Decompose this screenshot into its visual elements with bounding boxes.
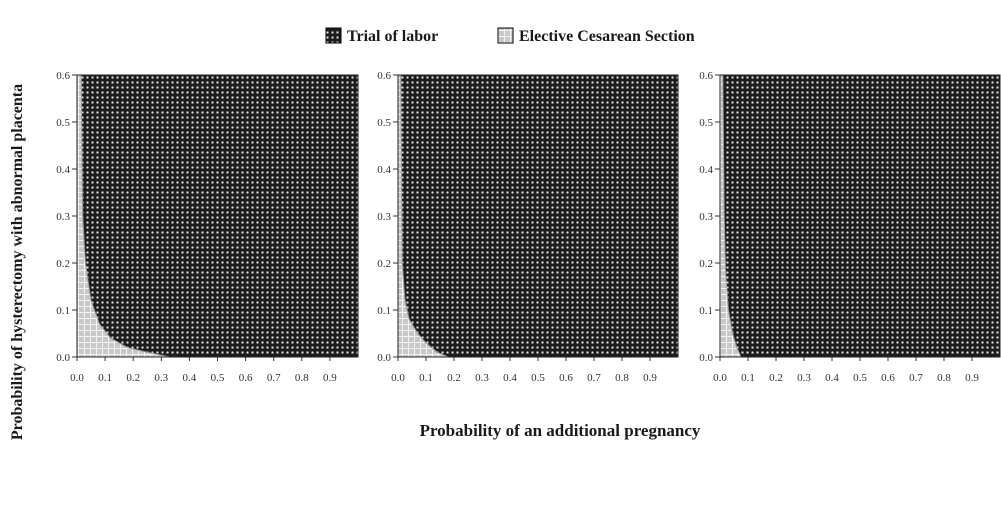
x-tick-label: 0.2: [447, 372, 461, 384]
x-tick-label: 0.7: [267, 372, 281, 384]
x-tick-label: 0.3: [154, 372, 168, 384]
y-axis-title: Probability of hysterectomy with abnorma…: [9, 84, 26, 440]
chart-panel-2: 0.0 0.1 0.2 0.3 0.4 0.5 0.6 0.0 0.1 0.2 0.3 0.4 0.5 0…: [377, 70, 679, 384]
legend-label-trial-of-labor: Trial of labor: [347, 28, 438, 45]
chart-panel-3: 0.0 0.1 0.2 0.3 0.4 0.5 0.6 0.0 0.1 0.2 0.3 0.4 0.5 0…: [699, 70, 1001, 384]
y-tick-label: 0.1: [56, 305, 70, 317]
legend-item-trial-of-labor: Trial of labor: [325, 27, 438, 45]
decision-boundary: [80, 74, 170, 358]
x-tick-label: 0.2: [769, 372, 783, 384]
x-tick-label: 0.7: [587, 372, 601, 384]
y-tick-label: 0.2: [699, 258, 713, 270]
x-tick-label: 0.5: [211, 372, 225, 384]
x-tick-label: 0.7: [909, 372, 923, 384]
x-tick-label: 0.1: [98, 372, 112, 384]
x-tick-label: 0.2: [126, 372, 140, 384]
y-tick-label: 0.1: [699, 305, 713, 317]
y-tick-label: 0.3: [56, 211, 70, 223]
y-tick-label: 0.4: [56, 164, 70, 176]
x-tick-label: 0.6: [559, 372, 573, 384]
x-axis-title: Probability of an additional pregnancy: [420, 421, 701, 440]
decision-boundary: [400, 74, 449, 358]
x-tick-label: 0.5: [531, 372, 545, 384]
y-tick-label: 0.4: [699, 164, 713, 176]
x-tick-label: 0.4: [825, 372, 839, 384]
y-tick-label: 0.5: [699, 117, 713, 129]
x-tick-label: 0.6: [881, 372, 895, 384]
x-tick-label: 0.3: [797, 372, 811, 384]
x-tick-label: 0.4: [503, 372, 517, 384]
y-tick-label: 0.6: [56, 70, 70, 82]
y-tick-label: 0.3: [377, 211, 391, 223]
x-tick-label: 0.5: [853, 372, 867, 384]
region-trial-of-labor: [77, 75, 358, 357]
x-tick-label: 0.9: [323, 372, 337, 384]
region-trial-of-labor: [398, 75, 678, 357]
x-tick-label: 0.4: [183, 372, 197, 384]
y-tick-label: 0.1: [377, 305, 391, 317]
legend-swatch-trial-of-labor: [325, 27, 342, 44]
y-tick-label: 0.3: [699, 211, 713, 223]
chart-panel-1: 0.0 0.1 0.2 0.3 0.4 0.5 0.6 0.0 0.1 0.2 0.3 0.4 0.5 0…: [56, 70, 359, 384]
y-tick-label: 0.6: [377, 70, 391, 82]
y-tick-label: 0.0: [377, 352, 391, 364]
y-tick-label: 0.4: [377, 164, 391, 176]
decision-boundary: [722, 74, 742, 358]
legend: Trial of labor Elective Cesarean Section: [325, 27, 695, 45]
x-tick-label: 0.1: [741, 372, 755, 384]
x-tick-label: 0.0: [70, 372, 84, 384]
legend-swatch-elective-cesarean: [497, 27, 514, 44]
y-tick-label: 0.0: [56, 352, 70, 364]
x-tick-label: 0.9: [965, 372, 979, 384]
y-tick-label: 0.2: [56, 258, 70, 270]
x-tick-label: 0.9: [643, 372, 657, 384]
legend-item-elective-cesarean: Elective Cesarean Section: [497, 27, 695, 45]
y-tick-label: 0.5: [377, 117, 391, 129]
y-tick-label: 0.0: [699, 352, 713, 364]
y-tick-label: 0.2: [377, 258, 391, 270]
y-tick-label: 0.6: [699, 70, 713, 82]
x-tick-label: 0.8: [937, 372, 951, 384]
x-tick-label: 0.6: [239, 372, 253, 384]
x-tick-label: 0.0: [391, 372, 405, 384]
region-trial-of-labor: [720, 75, 1000, 357]
x-tick-label: 0.0: [713, 372, 727, 384]
x-tick-label: 0.8: [615, 372, 629, 384]
x-tick-label: 0.3: [475, 372, 489, 384]
y-tick-label: 0.5: [56, 117, 70, 129]
x-tick-label: 0.8: [295, 372, 309, 384]
x-tick-label: 0.1: [419, 372, 433, 384]
chart-panels: 0.0 0.1 0.2 0.3 0.4 0.5 0.6 0.0 0.1 0.2 0.3 0.4 0.5 0…: [56, 70, 1001, 384]
legend-label-elective-cesarean: Elective Cesarean Section: [519, 28, 695, 45]
